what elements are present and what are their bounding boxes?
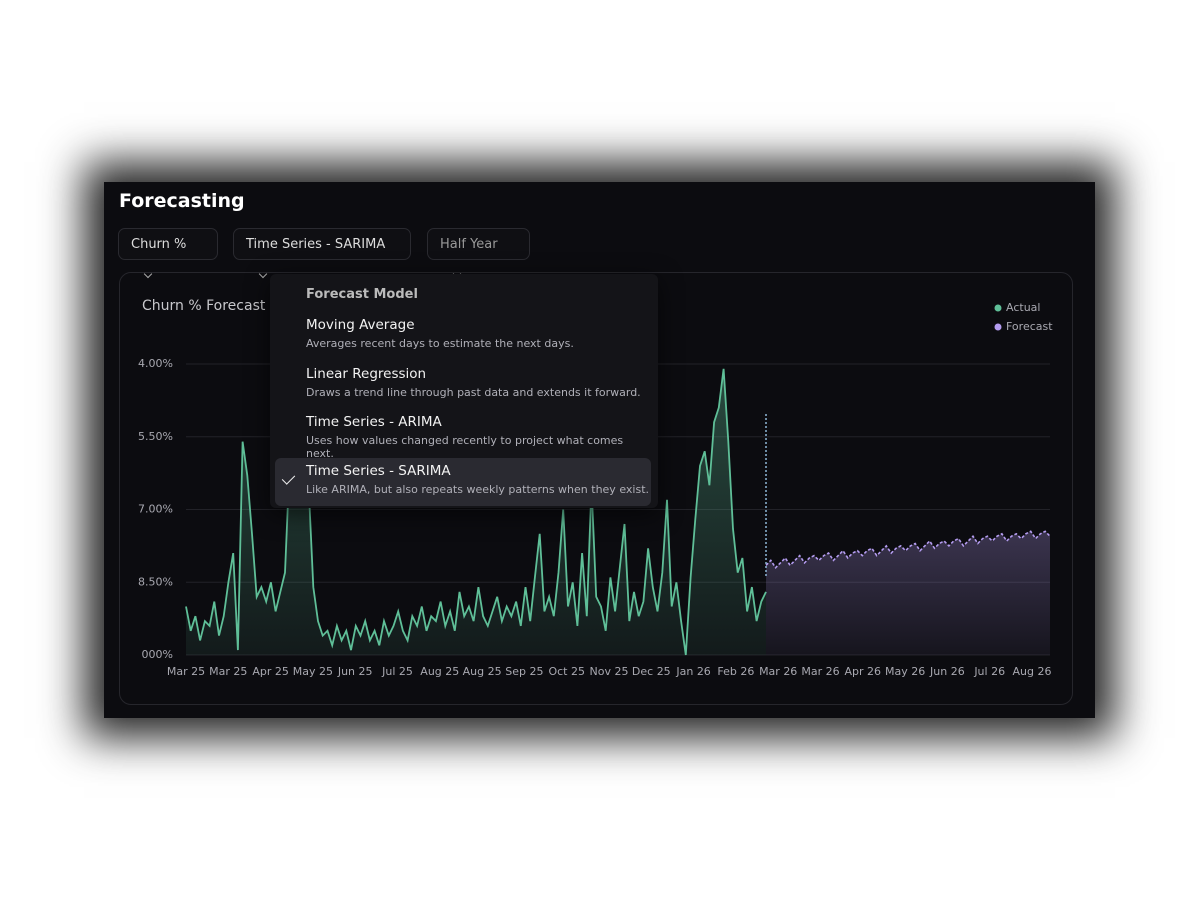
y-tick-label: 8.50% — [138, 575, 173, 588]
x-tick-label: Aug 25 — [463, 665, 502, 678]
x-tick-label: Feb 26 — [717, 665, 754, 678]
y-tick-label: 5.50% — [138, 430, 173, 443]
menu-item[interactable]: Time Series - SARIMA Like ARIMA, but also… — [275, 457, 651, 506]
y-tick-label: 4.00% — [138, 357, 173, 370]
x-tick-label: Jul 26 — [973, 665, 1005, 678]
x-tick-label: Sep 25 — [505, 665, 543, 678]
x-tick-label: Jun 26 — [929, 665, 965, 678]
item-name: Moving Average — [306, 317, 415, 333]
item-description: Uses how values changed recently to proj… — [306, 434, 624, 460]
x-tick-label: Oct 25 — [548, 665, 585, 678]
range-select[interactable]: Half Year — [427, 228, 530, 260]
metric-select[interactable]: Churn % — [118, 228, 218, 260]
x-tick-label: Mar 25 — [167, 665, 205, 678]
x-tick-label: Jan 26 — [675, 665, 710, 678]
y-tick-label: 000% — [142, 648, 173, 661]
model-select[interactable]: Time Series - SARIMA — [233, 228, 411, 260]
x-tick-label: May 26 — [885, 665, 925, 678]
menu-title: Forecast Model — [306, 287, 418, 302]
page-title: Forecasting — [119, 190, 245, 212]
line — [185, 368, 767, 656]
area — [186, 368, 766, 655]
x-tick-label: Jun 25 — [337, 665, 373, 678]
menu-item[interactable]: Moving Average Averages recent days to es… — [275, 312, 651, 360]
x-tick-label: Aug 25 — [420, 665, 459, 678]
menu-item[interactable]: Time Series - ARIMA Uses how values chang… — [275, 409, 651, 460]
legend-swatch — [994, 304, 1002, 312]
item-name: Time Series - ARIMA — [306, 414, 442, 430]
legend-label: Forecast — [1006, 320, 1053, 333]
item-name: Linear Regression — [306, 365, 427, 382]
line — [765, 530, 1051, 569]
x-tick-label: Apr 25 — [252, 665, 289, 678]
menu-item[interactable]: Linear Regression Draws a trend line thro… — [275, 361, 651, 409]
x-tick-label: Mar 25 — [209, 665, 247, 678]
item-description: Like ARIMA, but also repeats weekly patt… — [306, 482, 649, 496]
item-name: Time Series - SARIMA — [306, 462, 451, 479]
x-tick-label: Apr 26 — [845, 665, 882, 678]
x-tick-label: Nov 25 — [590, 665, 629, 678]
x-tick-label: Aug 26 — [1013, 665, 1052, 678]
check-icon — [281, 470, 296, 485]
x-tick-label: May 25 — [293, 665, 333, 678]
legend-label: Actual — [1006, 301, 1040, 314]
chart-title: Churn % Forecast — [142, 298, 266, 314]
x-tick-label: Jul 25 — [381, 665, 413, 678]
legend-swatch — [994, 323, 1002, 331]
item-description: Averages recent days to estimate the nex… — [306, 337, 574, 350]
y-tick-label: 7.00% — [138, 503, 173, 516]
x-tick-label: Mar 26 — [801, 665, 839, 678]
chart-card — [119, 272, 1073, 705]
area — [766, 531, 1050, 655]
x-tick-label: Mar 26 — [759, 665, 797, 678]
item-description: Draws a trend line through past data and… — [306, 385, 641, 399]
x-tick-label: Dec 25 — [632, 665, 671, 678]
model-menu: Forecast Model Moving Average Averages re… — [270, 274, 658, 508]
